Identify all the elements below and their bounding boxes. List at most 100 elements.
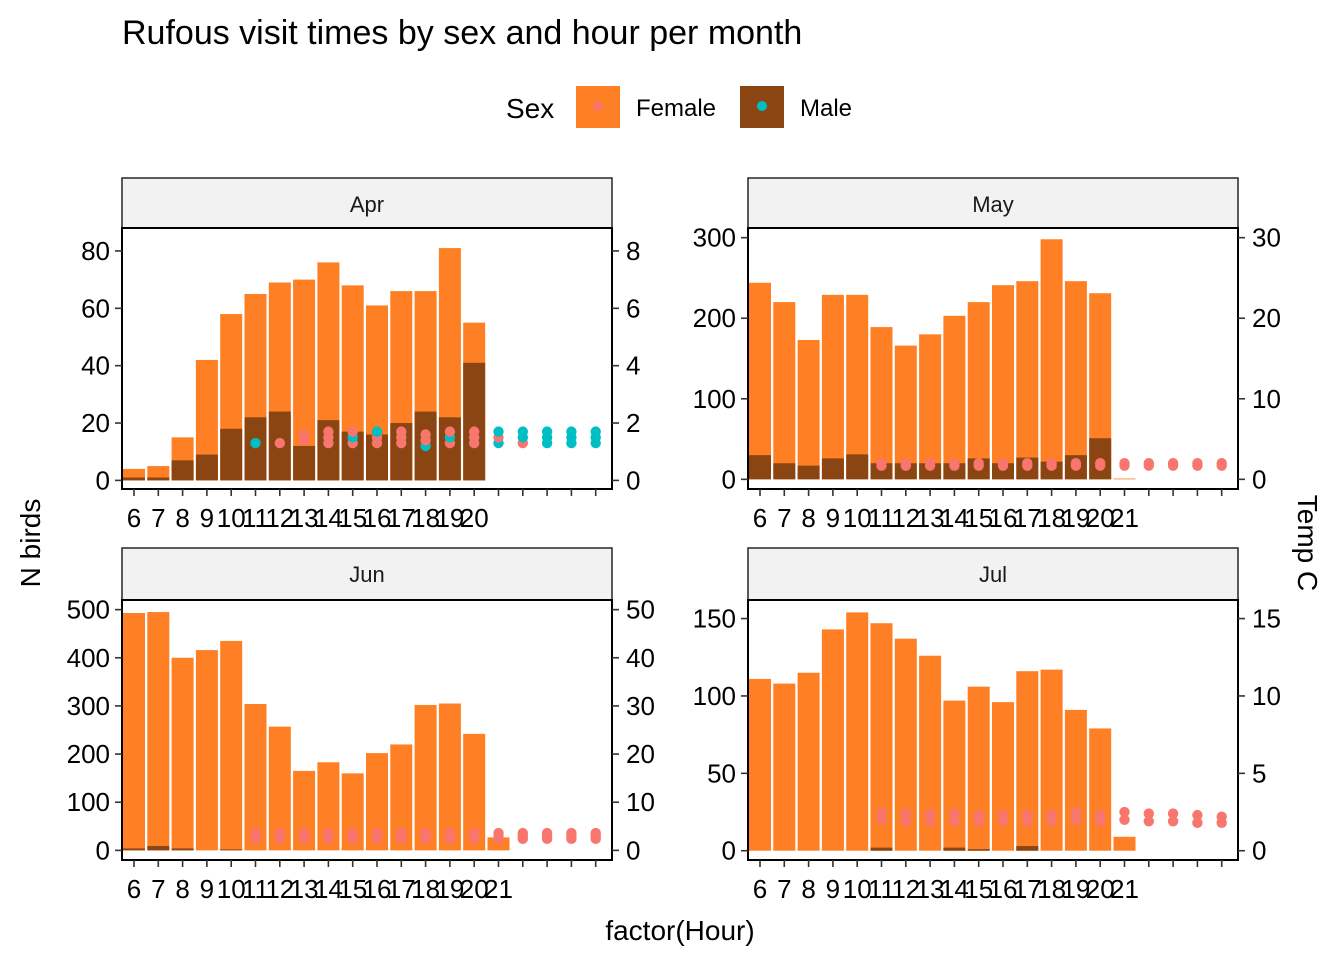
temp-point-female (997, 809, 1009, 821)
bar-male-13 (919, 463, 942, 480)
x-tick-label: 9 (826, 503, 840, 533)
y-tick-label: 40 (81, 351, 110, 381)
bar-male-9 (195, 454, 218, 481)
x-tick-label: 9 (826, 874, 840, 904)
bar-male-13 (293, 445, 316, 481)
y2-tick-label: 0 (1252, 464, 1266, 494)
temp-point-female (615, 834, 625, 844)
bar-female-11 (244, 704, 267, 851)
x-tick-label: 9 (200, 874, 214, 904)
x-tick-label: 16 (989, 874, 1018, 904)
panel-border (747, 599, 1239, 861)
legend-title: Sex (506, 93, 554, 124)
bar-female-7 (773, 683, 796, 851)
y2-tick-label: 30 (1252, 223, 1281, 253)
bar-female-7 (147, 466, 170, 481)
temp-point-female (949, 458, 960, 469)
temp-point-female (1119, 814, 1130, 825)
temp-point-female (973, 809, 984, 821)
y-tick-label: 200 (67, 739, 110, 769)
temp-point-male (250, 437, 261, 449)
x-tick-label: 7 (151, 503, 165, 533)
chart-title: Rufous visit times by sex and hour per m… (122, 14, 802, 52)
y2-axis-label: Temp C (1292, 495, 1323, 591)
temp-point-female (1046, 809, 1057, 821)
bar-female-8 (797, 339, 820, 480)
x-tick-label: 6 (753, 874, 767, 904)
y-tick-label: 100 (693, 681, 736, 711)
facet-strip (747, 547, 1239, 601)
y2-tick-label: 20 (626, 739, 655, 769)
temp-point-female (274, 437, 285, 449)
bar-male-14 (317, 420, 340, 481)
temp-point-female (444, 426, 456, 437)
x-tick-label: 13 (916, 503, 945, 533)
temp-point-female (323, 827, 334, 839)
temp-point-female (997, 458, 1009, 469)
y-tick-label: 400 (67, 643, 110, 673)
temp-point-female (1046, 458, 1057, 469)
bar-male-7 (147, 477, 170, 481)
x-tick-label: 16 (363, 503, 392, 533)
temp-point-female (1216, 811, 1227, 822)
temp-point-female (1070, 458, 1082, 469)
facet-strip (121, 547, 613, 601)
y2-tick-label: 30 (626, 691, 655, 721)
x-tick-label: 12 (265, 874, 294, 904)
y-tick-label: 0 (96, 835, 110, 865)
temp-point-female (1167, 816, 1179, 827)
temp-point-female (517, 827, 528, 839)
bar-female-15 (341, 773, 364, 851)
plot-area (748, 600, 1238, 860)
y-tick-label: 100 (693, 384, 736, 414)
y-axis-label: N birds (15, 499, 46, 588)
x-tick-label: 19 (435, 874, 464, 904)
bar-female-13 (293, 279, 316, 481)
temp-point-male (517, 426, 528, 437)
bar-female-21 (1113, 836, 1136, 851)
bar-female-10 (846, 294, 869, 480)
x-tick-label: 11 (242, 503, 269, 533)
temp-point-female (1192, 809, 1203, 821)
x-tick-label: 17 (387, 503, 416, 533)
bar-male-10 (220, 849, 243, 851)
bar-male-6 (749, 455, 771, 480)
bar-male-8 (171, 848, 194, 851)
temp-point-female (924, 816, 936, 827)
temp-point-female (298, 429, 310, 440)
bar-female-18 (1040, 669, 1063, 851)
plot-area (122, 228, 612, 489)
x-tick-label: 11 (868, 874, 895, 904)
x-tick-label: 12 (891, 503, 920, 533)
temp-point-male (590, 426, 601, 437)
bar-female-17 (390, 744, 413, 851)
bar-female-6 (123, 613, 145, 851)
facet-strip-label: Jun (349, 562, 384, 587)
panel-border (121, 599, 613, 861)
x-tick-label: 16 (989, 503, 1018, 533)
temp-point-female (444, 827, 456, 839)
x-tick-label: 13 (290, 874, 319, 904)
y2-tick-label: 6 (626, 293, 640, 323)
temp-point-female (924, 458, 936, 469)
y2-tick-label: 8 (626, 236, 640, 266)
facet-strip-label: May (972, 192, 1014, 217)
temp-point-female (900, 808, 911, 819)
bar-female-11 (870, 327, 893, 480)
bar-male-8 (171, 460, 194, 481)
x-tick-label: 21 (484, 874, 513, 904)
temp-point-female (1143, 808, 1155, 819)
bar-female-20 (463, 733, 486, 851)
temp-point-female (274, 827, 285, 839)
legend-point-male (757, 101, 767, 111)
temp-point-female (347, 426, 358, 437)
x-tick-label: 20 (460, 503, 489, 533)
temp-point-female (900, 458, 911, 469)
bar-female-13 (293, 770, 316, 851)
bar-female-13 (919, 655, 942, 851)
temp-point-female (469, 426, 480, 437)
bar-female-10 (220, 640, 243, 851)
